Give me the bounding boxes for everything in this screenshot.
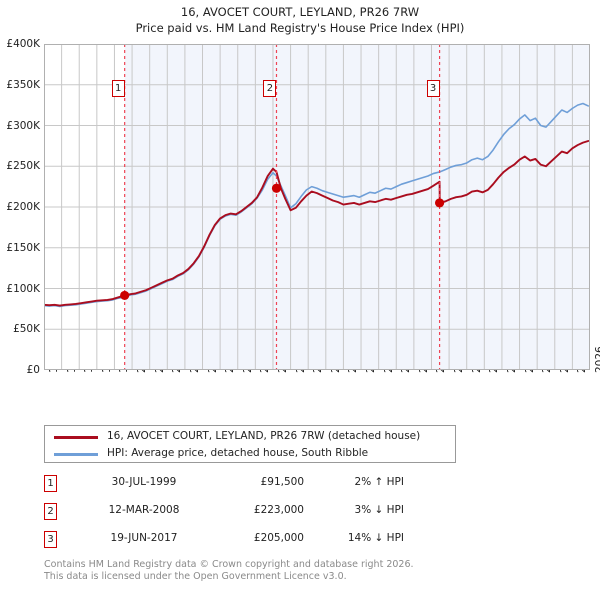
y-axis-tick-label: £250K	[6, 160, 40, 173]
y-axis-tick-label: £50K	[13, 323, 40, 336]
row-date: 12-MAR-2008	[108, 504, 180, 516]
legend-label-property: 16, AVOCET COURT, LEYLAND, PR26 7RW (det…	[107, 430, 421, 442]
legend-swatch-hpi	[54, 453, 98, 456]
legend-item-hpi: HPI: Average price, detached house, Sout…	[45, 444, 455, 463]
legend-label-hpi: HPI: Average price, detached house, Sout…	[107, 447, 369, 459]
row-price: £205,000	[253, 532, 304, 544]
chart-marker-3: 3	[426, 80, 440, 97]
row-hpi-delta: 2% ↑ HPI	[354, 476, 404, 488]
table-row: 1 30-JUL-1999 £91,500 2% ↑ HPI	[44, 472, 444, 500]
chart-marker-1: 1	[111, 80, 125, 97]
chart-title: 16, AVOCET COURT, LEYLAND, PR26 7RW	[180, 5, 420, 19]
footer-line-licence: This data is licensed under the Open Gov…	[44, 570, 347, 582]
row-marker-number: 3	[44, 531, 57, 548]
price-history-line-chart	[44, 44, 590, 370]
chart-legend: 16, AVOCET COURT, LEYLAND, PR26 7RW (det…	[44, 425, 456, 463]
chart-plot-area	[44, 44, 590, 370]
row-hpi-delta: 14% ↓ HPI	[347, 532, 404, 544]
row-date: 19-JUN-2017	[110, 532, 178, 544]
y-axis-tick-label: £400K	[6, 38, 40, 50]
y-axis-tick-label: £0	[26, 364, 40, 376]
x-axis-tick-label: 2026	[594, 346, 600, 373]
y-axis-tick-label: £200K	[6, 201, 40, 213]
table-row: 3 19-JUN-2017 £205,000 14% ↓ HPI	[44, 528, 444, 556]
row-price: £91,500	[260, 476, 304, 488]
chart-marker-2: 2	[263, 80, 277, 97]
footer-attribution: Contains HM Land Registry data © Crown c…	[44, 559, 564, 582]
y-axis-tick-label: £150K	[6, 241, 40, 254]
transactions-table: 1 30-JUL-1999 £91,500 2% ↑ HPI 2 12-MAR-…	[44, 472, 444, 556]
row-price: £223,000	[253, 504, 304, 516]
row-marker-number: 1	[44, 475, 57, 492]
y-axis-tick-label: £100K	[6, 282, 40, 295]
chart-subtitle: Price paid vs. HM Land Registry's House …	[135, 21, 465, 35]
page-title: 16, AVOCET COURT, LEYLAND, PR26 7RW Pric…	[0, 4, 600, 36]
row-hpi-delta: 3% ↓ HPI	[354, 504, 404, 516]
y-axis-tick-label: £300K	[6, 119, 40, 132]
footer-line-copyright: Contains HM Land Registry data © Crown c…	[44, 559, 414, 570]
y-axis-tick-label: £350K	[6, 78, 40, 91]
legend-swatch-property	[54, 436, 98, 439]
row-date: 30-JUL-1999	[111, 476, 177, 488]
table-row: 2 12-MAR-2008 £223,000 3% ↓ HPI	[44, 500, 444, 528]
legend-item-property: 16, AVOCET COURT, LEYLAND, PR26 7RW (det…	[45, 427, 455, 446]
row-marker-number: 2	[44, 503, 57, 520]
